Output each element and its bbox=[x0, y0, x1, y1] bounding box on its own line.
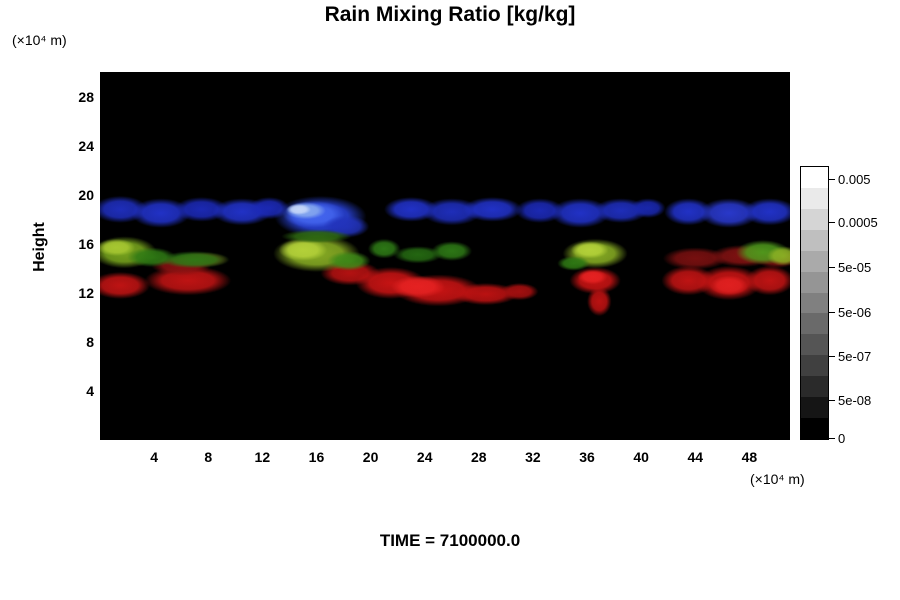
x-tick-label: 20 bbox=[362, 449, 379, 465]
x-tick-label: 24 bbox=[416, 449, 433, 465]
colorbar-label: 5e-07 bbox=[838, 349, 872, 365]
colorbar-band bbox=[801, 334, 828, 356]
colorbar-band bbox=[801, 418, 828, 439]
colorbar-tick bbox=[829, 356, 835, 357]
colorbar-label: 0.005 bbox=[838, 172, 871, 188]
y-axis-unit-label: (×10⁴ m) bbox=[12, 32, 67, 48]
colorbar-band bbox=[801, 167, 828, 188]
colorbar-label: 5e-06 bbox=[838, 305, 872, 321]
x-tick-label: 32 bbox=[525, 449, 541, 465]
colorbar-band bbox=[801, 313, 828, 335]
colorbar-label: 5e-08 bbox=[838, 392, 872, 408]
colorbar-band bbox=[801, 250, 828, 272]
colorbar-band bbox=[801, 355, 828, 377]
colorbar-tick bbox=[829, 222, 835, 223]
colorbar-tick bbox=[829, 400, 835, 401]
x-tick-label: 48 bbox=[741, 449, 758, 465]
plot-area bbox=[100, 72, 790, 440]
y-axis-label: Height bbox=[31, 222, 48, 272]
y-tick-label: 16 bbox=[78, 235, 94, 252]
time-label: TIME = 7100000.0 bbox=[379, 531, 521, 550]
y-tick-label: 8 bbox=[86, 333, 94, 350]
colorbar-tick bbox=[829, 312, 835, 313]
colorbar-tick bbox=[829, 267, 835, 268]
y-tick-label: 28 bbox=[78, 88, 94, 105]
colorbar-band bbox=[801, 397, 828, 419]
y-tick-label: 12 bbox=[78, 284, 94, 301]
colorbar-tick bbox=[829, 179, 835, 180]
colorbar-label: 0 bbox=[838, 431, 846, 446]
y-tick-label: 20 bbox=[78, 186, 94, 203]
x-tick-label: 40 bbox=[633, 449, 649, 465]
y-tick-label: 24 bbox=[78, 137, 94, 154]
x-tick-label: 4 bbox=[150, 449, 158, 465]
colorbar-band bbox=[801, 271, 828, 293]
x-tick-label: 44 bbox=[687, 449, 704, 465]
colorbar bbox=[800, 166, 829, 440]
x-tick-label: 8 bbox=[204, 449, 213, 465]
colorbar-band bbox=[801, 229, 828, 251]
colorbar-tick bbox=[829, 438, 835, 439]
colorbar-label: 0.0005 bbox=[838, 215, 878, 231]
colorbar-band bbox=[801, 187, 828, 209]
x-tick-label: 16 bbox=[308, 449, 325, 465]
x-tick-label: 36 bbox=[579, 449, 595, 465]
y-tick-label: 4 bbox=[86, 382, 94, 399]
x-tick-label: 12 bbox=[254, 449, 271, 465]
colorbar-label: 5e-05 bbox=[838, 260, 872, 276]
colorbar-band bbox=[801, 376, 828, 398]
colorbar-band bbox=[801, 208, 828, 230]
chart-title: Rain Mixing Ratio [kg/kg] bbox=[324, 3, 576, 26]
x-tick-label: 28 bbox=[471, 449, 487, 465]
x-axis-unit-label: (×10⁴ m) bbox=[750, 471, 805, 487]
colorbar-band bbox=[801, 292, 828, 314]
